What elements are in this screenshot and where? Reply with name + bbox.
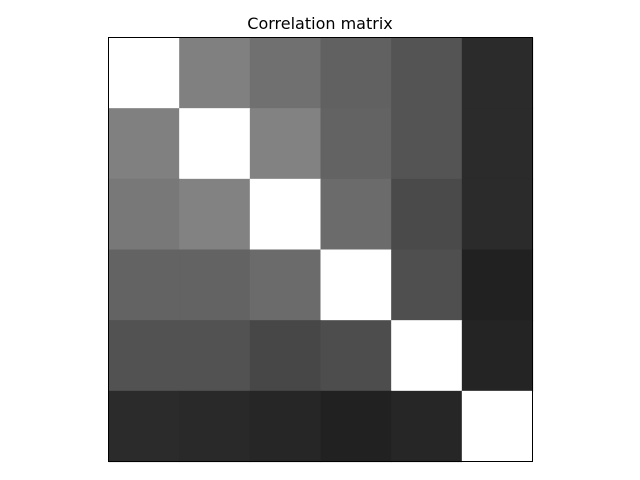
heatmap-cell-r0-c3	[320, 37, 392, 109]
heatmap-cell-r2-c1	[179, 178, 251, 251]
heatmap-cell-r5-c0	[108, 390, 180, 463]
heatmap-cell-r3-c0	[108, 249, 180, 321]
plot-frame	[108, 37, 533, 462]
heatmap-cell-r2-c2	[249, 178, 322, 251]
heatmap-cell-r1-c4	[391, 108, 463, 180]
heatmap-cell-r2-c5	[461, 178, 534, 251]
heatmap-cell-r3-c1	[179, 249, 251, 321]
heatmap-cell-r3-c5	[461, 249, 534, 321]
heatmap-cell-r2-c0	[108, 178, 180, 251]
heatmap-cell-r4-c3	[320, 320, 392, 392]
heatmap-cell-r4-c0	[108, 320, 180, 392]
heatmap-cell-r3-c2	[249, 249, 322, 321]
heatmap-cell-r2-c3	[320, 178, 392, 251]
heatmap-cell-r0-c1	[179, 37, 251, 109]
heatmap-cell-r5-c2	[249, 390, 322, 463]
heatmap-cell-r5-c1	[179, 390, 251, 463]
heatmap-cell-r0-c4	[391, 37, 463, 109]
heatmap-cell-r0-c5	[461, 37, 534, 109]
heatmap-cell-r5-c4	[391, 390, 463, 463]
heatmap-cells	[108, 37, 534, 463]
heatmap-cell-r5-c5	[461, 390, 534, 463]
heatmap-cell-r1-c3	[320, 108, 392, 180]
heatmap-cell-r4-c4	[391, 320, 463, 392]
heatmap-cell-r3-c4	[391, 249, 463, 321]
chart-title: Correlation matrix	[247, 14, 392, 33]
heatmap-cell-r0-c0	[108, 37, 180, 109]
heatmap-cell-r1-c2	[249, 108, 322, 180]
heatmap-cell-r5-c3	[320, 390, 392, 463]
heatmap-cell-r4-c1	[179, 320, 251, 392]
heatmap-cell-r2-c4	[391, 178, 463, 251]
heatmap-cell-r4-c5	[461, 320, 534, 392]
heatmap-cell-r1-c1	[179, 108, 251, 180]
heatmap-cell-r3-c3	[320, 249, 392, 321]
heatmap-cell-r1-c5	[461, 108, 534, 180]
heatmap-cell-r1-c0	[108, 108, 180, 180]
heatmap-cell-r4-c2	[249, 320, 322, 392]
heatmap-cell-r0-c2	[249, 37, 322, 109]
